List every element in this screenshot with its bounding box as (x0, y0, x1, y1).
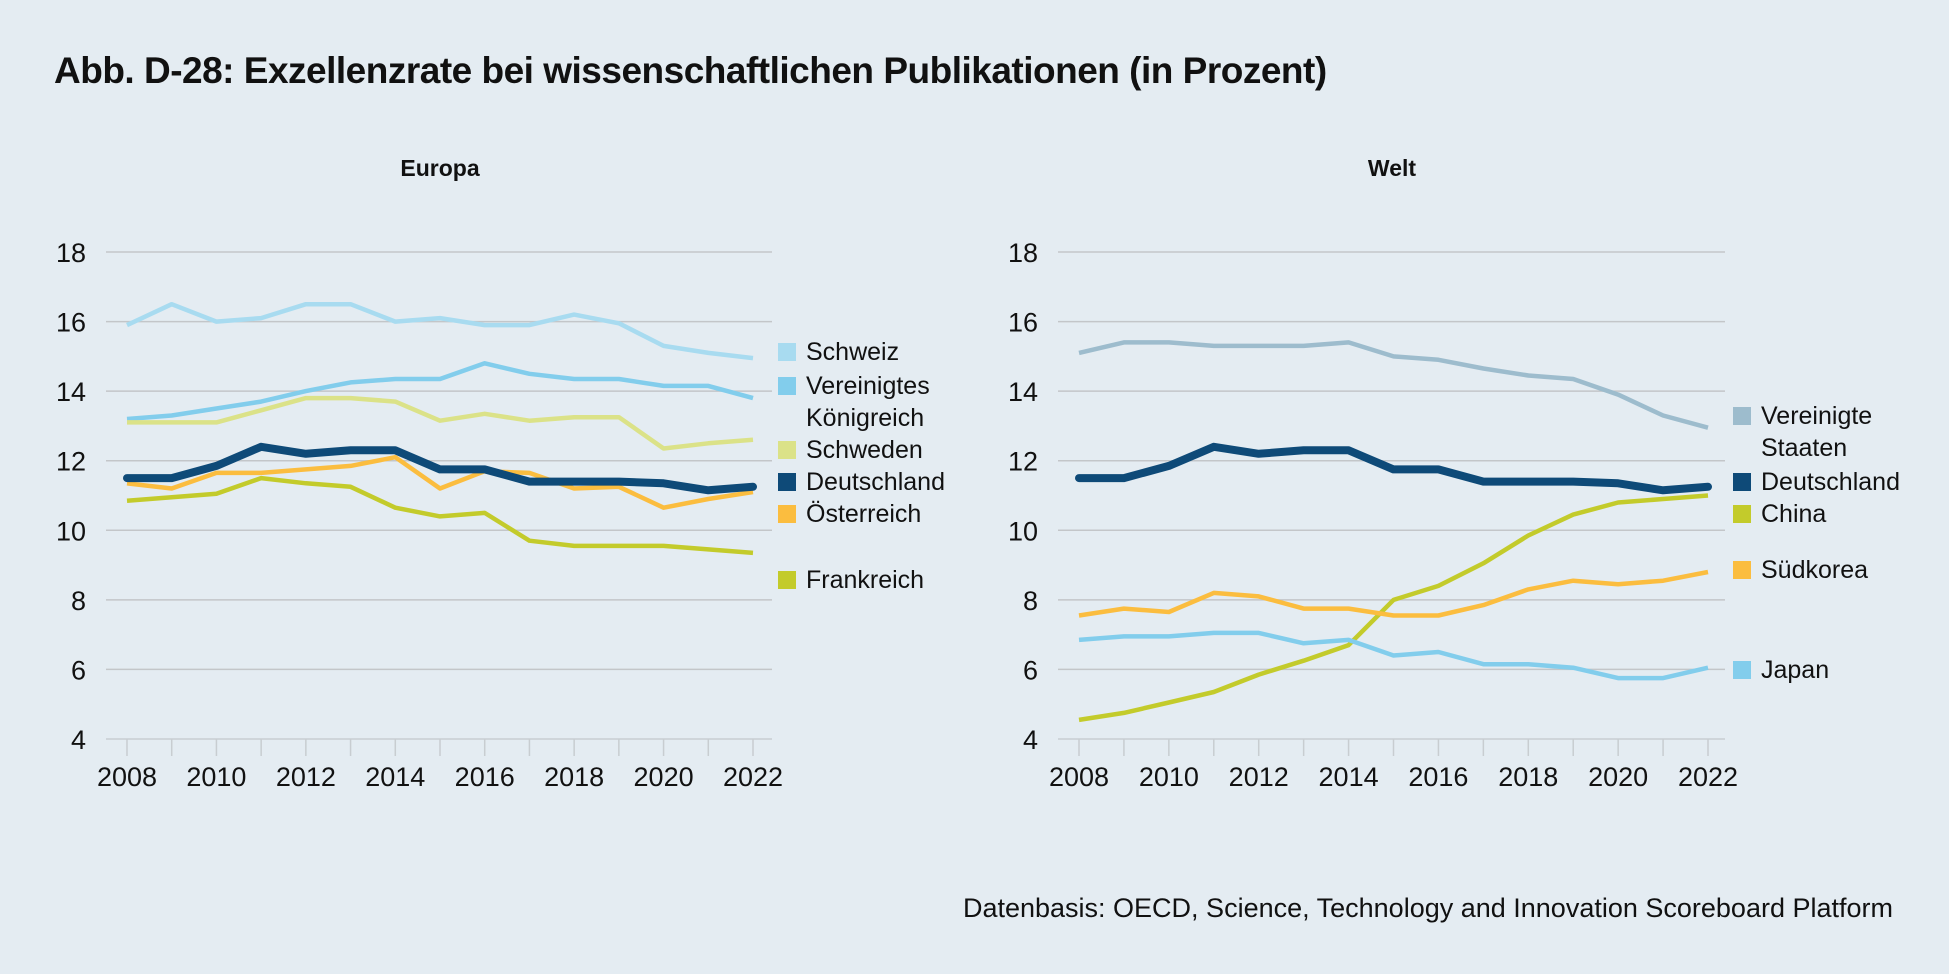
x-tick-label: 2010 (1139, 762, 1199, 792)
y-tick-label: 12 (56, 447, 86, 477)
x-tick-label: 2022 (723, 762, 783, 792)
legend-label: Japan (1761, 656, 1830, 684)
x-tick-label: 2020 (634, 762, 694, 792)
series-line-frankreich (126, 475, 754, 556)
x-tick-label: 2008 (1049, 762, 1109, 792)
panel-title-europa: Europa (400, 155, 480, 181)
series-line-deutschland (123, 442, 757, 495)
series-line-china (1078, 493, 1709, 723)
y-tick-label: 14 (56, 377, 86, 407)
legend-label: Vereinigtes Königreich (806, 372, 930, 432)
x-tick-label: 2020 (1588, 762, 1648, 792)
legend-label: Deutschland (806, 468, 945, 496)
series-line-japan (1078, 630, 1709, 681)
series-line-vereinigte-staaten (1078, 340, 1709, 430)
legend-swatch (778, 343, 796, 361)
y-tick-label: 8 (71, 586, 86, 616)
y-tick-label: 16 (56, 308, 86, 338)
x-tick-label: 2008 (97, 762, 157, 792)
y-tick-label: 16 (1008, 308, 1038, 338)
x-tick-label: 2012 (276, 762, 336, 792)
figure-title: Abb. D-28: Exzellenzrate bei wissenschaf… (54, 50, 1327, 91)
x-tick-label: 2010 (186, 762, 246, 792)
x-tick-label: 2022 (1678, 762, 1738, 792)
x-tick-label: 2014 (365, 762, 425, 792)
y-tick-label: 12 (1008, 447, 1038, 477)
legend-label: Deutschland (1761, 468, 1900, 496)
legend-swatch (1733, 661, 1751, 679)
legend-swatch (1733, 561, 1751, 579)
legend-label: Vereinigte Staaten (1761, 402, 1873, 462)
legend-swatch (778, 441, 796, 459)
y-tick-label: 4 (71, 725, 86, 755)
legend-swatch (778, 473, 796, 491)
chart-1: 4 6 8 10 12 14 16 18 2008 2010 2012 2014 2016 2018 202… (1008, 238, 1738, 792)
y-tick-label: 10 (56, 516, 86, 546)
y-tick-label: 10 (1008, 516, 1038, 546)
x-tick-label: 2016 (1408, 762, 1468, 792)
y-tick-label: 6 (71, 655, 86, 685)
y-tick-label: 4 (1023, 725, 1038, 755)
legend-label: Österreich (806, 500, 922, 528)
x-tick-label: 2012 (1229, 762, 1289, 792)
series-line-deutschland (1075, 442, 1712, 495)
legend-swatch (1733, 407, 1751, 425)
y-tick-label: 8 (1023, 586, 1038, 616)
legend-label: Schweiz (806, 338, 900, 366)
x-tick-label: 2018 (544, 762, 604, 792)
series-line-vereinigtes-königreich (126, 361, 754, 422)
y-tick-label: 18 (1008, 238, 1038, 268)
legend-swatch (778, 571, 796, 589)
x-tick-label: 2018 (1498, 762, 1558, 792)
y-tick-label: 14 (1008, 377, 1038, 407)
series-line-schweiz (126, 301, 754, 361)
y-tick-label: 18 (56, 238, 86, 268)
source-note: Datenbasis: OECD, Science, Technology an… (962, 893, 1893, 923)
series-line-südkorea (1078, 569, 1709, 618)
series-line-schweden (127, 395, 754, 451)
legend-swatch (778, 505, 796, 523)
panel-title-welt: Welt (1367, 155, 1417, 181)
legend-swatch (778, 377, 796, 395)
legend-swatch (1733, 473, 1751, 491)
legend-label: Schweden (806, 436, 923, 464)
y-tick-label: 6 (1023, 655, 1038, 685)
legend-label: China (1761, 500, 1827, 528)
legend-label: Frankreich (806, 566, 925, 594)
series-line-österreich (126, 454, 754, 510)
x-tick-label: 2016 (455, 762, 515, 792)
x-tick-label: 2014 (1319, 762, 1379, 792)
legend-label: Südkorea (1761, 556, 1869, 584)
chart-0: 4 6 8 10 12 14 16 18 2008 2010 2012 2014 2016 2018 202… (56, 238, 783, 792)
legend-swatch (1733, 505, 1751, 523)
